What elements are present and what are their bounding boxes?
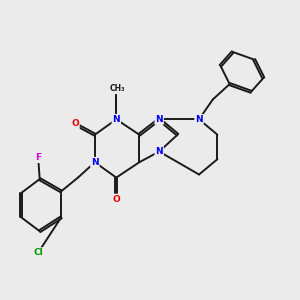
Text: N: N — [112, 115, 120, 124]
Text: F: F — [35, 153, 41, 162]
Text: O: O — [112, 194, 120, 203]
Text: Cl: Cl — [33, 248, 43, 257]
Text: CH₃: CH₃ — [110, 84, 126, 93]
Text: O: O — [71, 119, 79, 128]
Text: N: N — [195, 115, 203, 124]
Text: N: N — [155, 147, 163, 156]
Text: N: N — [91, 158, 99, 167]
Text: N: N — [155, 115, 163, 124]
